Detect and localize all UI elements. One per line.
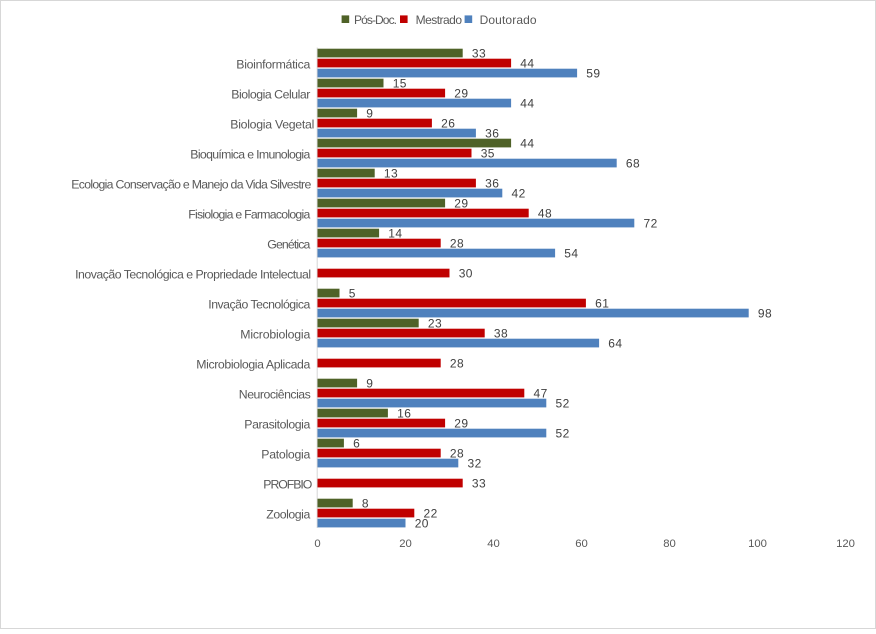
svg-text:Parasitologia: Parasitologia: [244, 417, 310, 431]
svg-text:26: 26: [441, 116, 455, 130]
svg-text:20: 20: [415, 516, 429, 530]
svg-text:61: 61: [595, 296, 609, 310]
svg-text:44: 44: [520, 136, 534, 150]
svg-text:Doutorado: Doutorado: [480, 13, 537, 27]
svg-text:Microbiologia Aplicada: Microbiologia Aplicada: [196, 357, 310, 371]
svg-text:32: 32: [468, 456, 482, 470]
svg-text:47: 47: [534, 386, 548, 400]
svg-text:Neurociências: Neurociências: [239, 387, 311, 401]
svg-text:98: 98: [758, 306, 772, 320]
svg-text:28: 28: [450, 356, 464, 370]
svg-text:6: 6: [353, 436, 360, 450]
svg-text:Fisiologia e Farmacologia: Fisiologia e Farmacologia: [188, 207, 310, 221]
svg-text:5: 5: [349, 286, 356, 300]
svg-text:29: 29: [454, 86, 468, 100]
svg-text:72: 72: [644, 216, 658, 230]
svg-text:54: 54: [564, 246, 578, 260]
svg-text:Genética: Genética: [267, 237, 310, 251]
svg-text:120: 120: [836, 538, 855, 550]
svg-text:52: 52: [556, 426, 570, 440]
svg-text:Microbiologia: Microbiologia: [240, 327, 310, 341]
svg-text:Ecologia Conservação e Manejo: Ecologia Conservação e Manejo da Vida Si…: [71, 177, 311, 191]
svg-text:36: 36: [485, 176, 499, 190]
svg-text:42: 42: [512, 186, 526, 200]
svg-text:Zoologia: Zoologia: [266, 507, 310, 521]
svg-text:33: 33: [472, 476, 486, 490]
svg-text:68: 68: [626, 156, 640, 170]
svg-text:9: 9: [366, 106, 373, 120]
svg-text:Pós-Doc.: Pós-Doc.: [354, 13, 397, 27]
svg-text:Inovação Tecnológica e Proprie: Inovação Tecnológica e Propriedade Intel…: [75, 267, 311, 281]
svg-text:48: 48: [538, 206, 552, 220]
svg-text:9: 9: [366, 376, 373, 390]
svg-text:59: 59: [586, 66, 600, 80]
svg-text:38: 38: [494, 326, 508, 340]
svg-text:29: 29: [454, 196, 468, 210]
svg-text:22: 22: [424, 506, 438, 520]
svg-text:64: 64: [608, 336, 622, 350]
svg-text:36: 36: [485, 126, 499, 140]
svg-text:16: 16: [397, 406, 411, 420]
svg-text:23: 23: [428, 316, 442, 330]
svg-text:Mestrado: Mestrado: [416, 13, 463, 27]
svg-text:Bioinformática: Bioinformática: [236, 58, 310, 72]
svg-text:35: 35: [481, 146, 495, 160]
svg-text:Patologia: Patologia: [261, 447, 310, 461]
svg-text:40: 40: [487, 538, 500, 550]
svg-text:Invação Tecnológica: Invação Tecnológica: [208, 297, 310, 311]
svg-text:44: 44: [520, 96, 534, 110]
svg-text:30: 30: [459, 266, 473, 280]
svg-text:80: 80: [663, 538, 676, 550]
svg-text:Biologia Vegetal: Biologia Vegetal: [230, 117, 314, 131]
svg-text:33: 33: [472, 46, 486, 60]
svg-text:8: 8: [362, 496, 369, 510]
svg-text:13: 13: [384, 166, 398, 180]
svg-text:Biologia Celular: Biologia Celular: [231, 88, 310, 102]
svg-text:Bioquímica e Imunologia: Bioquímica e Imunologia: [190, 147, 310, 161]
svg-text:0: 0: [314, 538, 320, 550]
svg-text:52: 52: [556, 396, 570, 410]
svg-text:15: 15: [393, 76, 407, 90]
svg-text:20: 20: [399, 538, 412, 550]
svg-text:28: 28: [450, 236, 464, 250]
svg-text:28: 28: [450, 446, 464, 460]
svg-text:PROFBIO: PROFBIO: [263, 477, 312, 491]
svg-text:44: 44: [520, 56, 534, 70]
svg-text:60: 60: [575, 538, 588, 550]
svg-text:29: 29: [454, 416, 468, 430]
svg-text:100: 100: [748, 538, 767, 550]
svg-text:14: 14: [388, 226, 402, 240]
